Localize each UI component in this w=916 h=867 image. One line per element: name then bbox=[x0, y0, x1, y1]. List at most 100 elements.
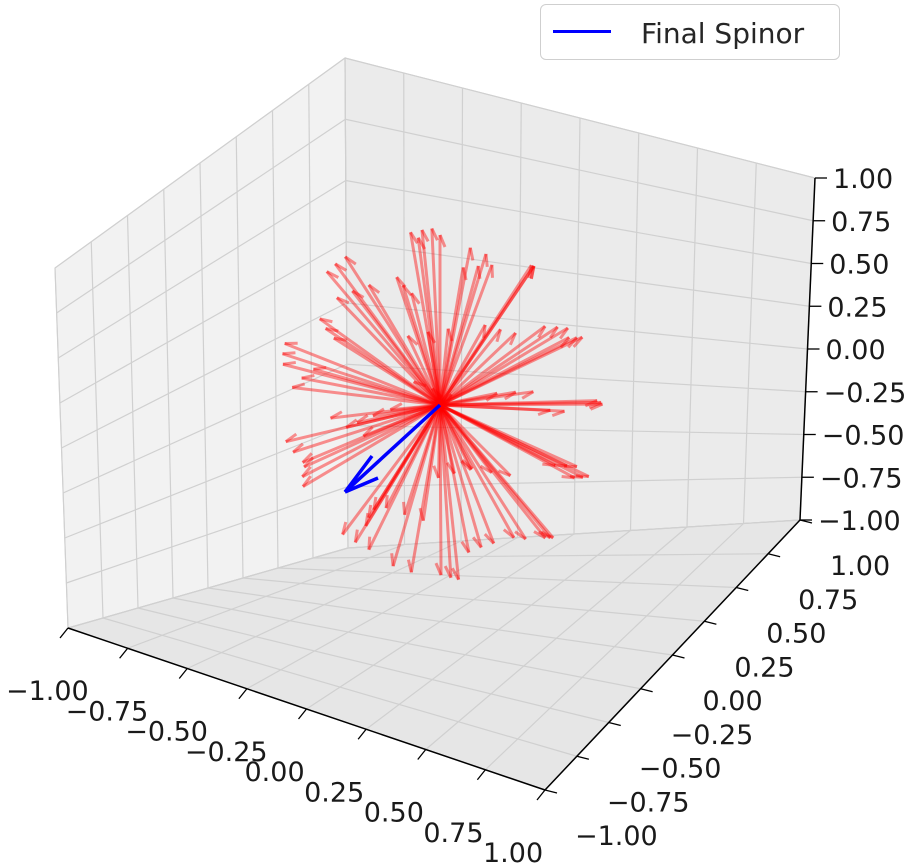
trajectory-vector bbox=[332, 336, 441, 407]
trajectory-vector-head bbox=[490, 264, 494, 278]
trajectory-vector-head bbox=[569, 474, 584, 479]
trajectory-vector bbox=[439, 336, 578, 407]
trajectory-vector-head bbox=[325, 327, 339, 333]
trajectory-vector bbox=[438, 404, 474, 470]
trajectory-vector-head bbox=[504, 390, 517, 401]
z-tick-labels: −1.00 −0.75 −0.50 −0.25 0.00 0.25 0.50 0.75 1.00 bbox=[800, 164, 906, 537]
y-tick-label: −0.25 bbox=[671, 720, 754, 751]
trajectory-vector-head bbox=[333, 336, 347, 342]
legend-label-final-spinor: Final Spinor bbox=[641, 17, 805, 50]
trajectory-vector bbox=[401, 284, 442, 406]
trajectory-vector bbox=[439, 403, 551, 412]
z-tick-label: −1.00 bbox=[818, 506, 901, 537]
trajectory-vector-head bbox=[537, 325, 547, 339]
trajectory-vector-head bbox=[483, 533, 495, 545]
trajectory-vector-head bbox=[438, 234, 447, 248]
x-tick-label: −0.50 bbox=[125, 717, 208, 748]
trajectory-vector bbox=[438, 265, 536, 406]
trajectory-vector bbox=[438, 265, 480, 406]
trajectory-vector-head bbox=[282, 360, 297, 366]
grid-line bbox=[308, 84, 314, 559]
trajectory-vector-head bbox=[572, 336, 584, 348]
trajectory-vector-head bbox=[336, 296, 350, 305]
trajectory-vector-head bbox=[558, 327, 570, 340]
trajectory-vector-head bbox=[432, 465, 440, 479]
trajectory-vector-head bbox=[542, 462, 556, 467]
x-tick-labels: −1.00−0.75−0.50−0.250.000.250.500.751.00 bbox=[6, 627, 546, 867]
y-tick-mark bbox=[640, 688, 653, 693]
x-tick-mark bbox=[476, 769, 486, 781]
trajectory-vector bbox=[438, 404, 555, 539]
trajectory-vector-head bbox=[367, 283, 381, 294]
trajectory-vector-head bbox=[431, 387, 443, 399]
grid-line bbox=[242, 577, 705, 622]
grid-lines bbox=[54, 57, 816, 791]
grid-line bbox=[365, 530, 631, 730]
trajectory-vector bbox=[438, 404, 453, 578]
grid-line bbox=[742, 162, 757, 524]
trajectory-vector-head bbox=[413, 380, 427, 388]
trajectory-vector-head bbox=[584, 399, 598, 408]
trajectory-vector-head bbox=[482, 324, 487, 338]
trajectory-vector bbox=[292, 385, 441, 407]
final-spinor-shaft bbox=[343, 403, 442, 494]
trajectory-vector-head bbox=[301, 373, 315, 380]
trajectory-vector bbox=[410, 292, 442, 406]
trajectory-vector bbox=[439, 335, 583, 407]
trajectory-vector bbox=[282, 362, 441, 407]
grid-line bbox=[312, 553, 769, 559]
trajectory-vector bbox=[438, 404, 552, 539]
trajectory-vector bbox=[438, 247, 472, 406]
trajectory-vector bbox=[438, 404, 461, 580]
trajectory-vector-head bbox=[561, 475, 575, 480]
z-tick-label: 0.00 bbox=[826, 335, 886, 366]
trajectory-vector bbox=[364, 404, 442, 527]
trajectory-vector-head bbox=[313, 366, 327, 371]
trajectory-vector bbox=[301, 376, 441, 407]
trajectory-vector-head bbox=[367, 504, 373, 519]
trajectory-vector-head bbox=[284, 432, 298, 443]
trajectory-vector bbox=[301, 403, 441, 479]
trajectory-vector-head bbox=[329, 410, 343, 420]
trajectory-vector-head bbox=[334, 262, 348, 272]
y-tick-mark bbox=[736, 586, 749, 592]
trajectory-vector-head bbox=[390, 553, 395, 567]
trajectory-vector bbox=[345, 403, 441, 429]
trajectory-vector bbox=[284, 342, 441, 407]
trajectory-vector-head bbox=[401, 284, 413, 297]
trajectory-vector-head bbox=[551, 409, 566, 418]
trajectory-vector-head bbox=[356, 414, 369, 424]
trajectory-vector-head bbox=[372, 407, 385, 418]
z-tick-label: −0.25 bbox=[824, 378, 907, 409]
trajectory-vector-head bbox=[409, 231, 419, 245]
trajectory-vector-head bbox=[559, 336, 571, 349]
trajectory-vector bbox=[439, 326, 569, 407]
trajectory-vector-head bbox=[416, 236, 427, 250]
x-tick-label: 1.00 bbox=[483, 838, 543, 867]
trajectory-vector bbox=[439, 402, 603, 407]
z-tick-label: 0.25 bbox=[827, 292, 887, 323]
trajectory-vector bbox=[438, 404, 547, 539]
trajectory-vector-head bbox=[553, 463, 568, 468]
trajectory-vector bbox=[439, 400, 602, 407]
trajectory-vector bbox=[439, 403, 578, 468]
trajectory-vector bbox=[282, 352, 441, 407]
trajectory-vector bbox=[439, 324, 547, 407]
trajectory-vector-head bbox=[567, 336, 578, 349]
trajectory-vector-head bbox=[461, 267, 468, 281]
trajectory-vector-head bbox=[588, 401, 602, 409]
trajectory-vector-head bbox=[484, 253, 489, 268]
trajectory-vector bbox=[438, 267, 465, 406]
trajectory-vector bbox=[409, 232, 442, 406]
x-tick-label: 0.75 bbox=[423, 818, 483, 849]
trajectory-vector-head bbox=[301, 452, 313, 464]
trajectory-vector bbox=[302, 403, 441, 464]
grid-line bbox=[346, 363, 806, 393]
back-pane-left bbox=[54, 57, 349, 629]
y-tick-mark bbox=[672, 654, 685, 659]
trajectory-vector-head bbox=[372, 496, 378, 511]
trajectory-vector bbox=[438, 404, 473, 471]
trajectory-vectors bbox=[282, 227, 604, 581]
z-tick-label: 0.75 bbox=[831, 207, 891, 238]
trajectory-vector bbox=[333, 262, 442, 406]
